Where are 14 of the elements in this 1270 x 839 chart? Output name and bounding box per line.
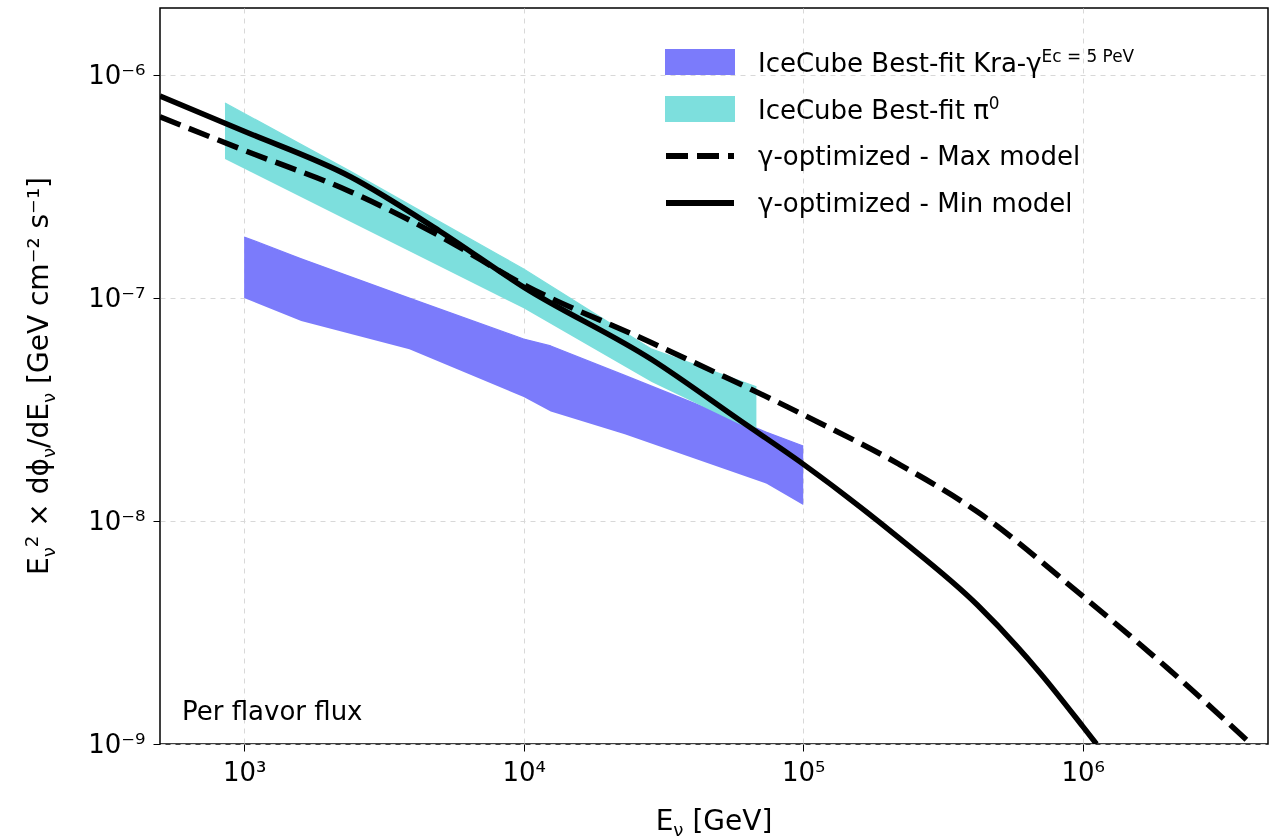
legend-label: IceCube Best-fit Kra-γ$^{Ec = 5 PeV}$ bbox=[758, 45, 1135, 78]
y-tick-label: 10⁻⁹ bbox=[88, 728, 146, 759]
x-tick-label: 10⁴ bbox=[502, 756, 546, 787]
y-tick-label: 10⁻⁷ bbox=[88, 282, 146, 313]
legend-label: IceCube Best-fit π$^{0}$ bbox=[758, 92, 1000, 125]
x-tick-label: 10⁵ bbox=[781, 756, 826, 787]
y-tick-label: 10⁻⁶ bbox=[88, 59, 146, 90]
y-tick-label: 10⁻⁸ bbox=[88, 505, 146, 536]
x-tick-label: 10⁶ bbox=[1061, 756, 1105, 787]
annotation: Per flavor flux bbox=[182, 696, 363, 726]
x-axis-title: E$_{ν}$ [GeV] bbox=[655, 803, 773, 839]
x-tick-label: 10³ bbox=[222, 756, 267, 787]
legend-label: γ-optimized - Max model bbox=[758, 140, 1081, 171]
legend-label: γ-optimized - Min model bbox=[758, 187, 1073, 218]
